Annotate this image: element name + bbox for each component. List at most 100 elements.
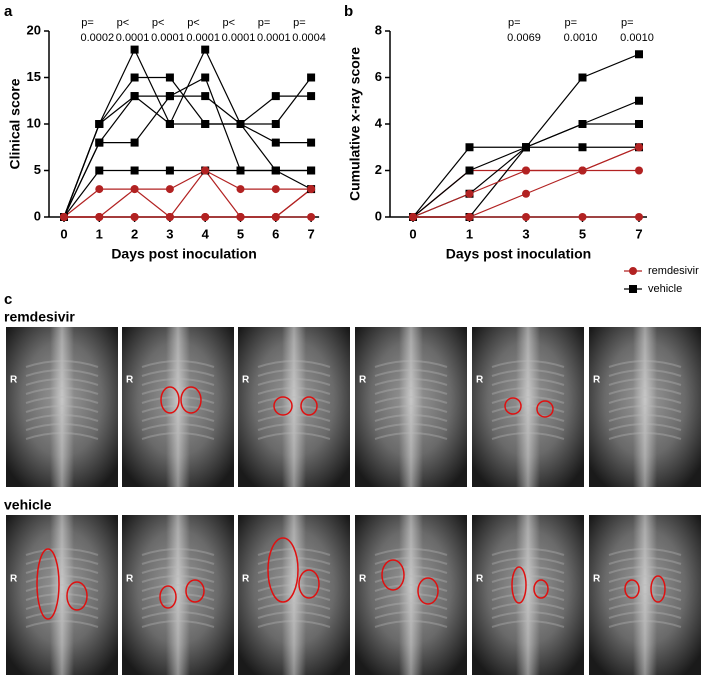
xray-rib	[491, 432, 565, 440]
xray-rib	[257, 432, 331, 440]
xray-rib	[257, 566, 331, 574]
marker	[236, 213, 245, 221]
xray-spine	[399, 327, 423, 487]
series-line	[63, 95, 312, 218]
marker	[635, 120, 643, 128]
marker	[307, 92, 316, 101]
lesion-circle	[511, 566, 527, 604]
xray-image: R	[122, 515, 234, 675]
marker	[635, 213, 643, 221]
xray-rib	[25, 387, 99, 395]
lesion-circle	[298, 569, 320, 599]
lesion-circle	[417, 577, 439, 605]
xray-spine	[282, 327, 306, 487]
marker	[236, 166, 245, 175]
xray-rib	[491, 360, 565, 368]
xray-rib	[25, 414, 99, 422]
xray-image: R	[589, 327, 701, 487]
xray-rib	[374, 432, 448, 440]
xray-rib	[141, 369, 215, 377]
xray-rib	[374, 611, 448, 619]
marker	[201, 73, 210, 82]
xray-rib	[608, 396, 682, 404]
xray-rib	[141, 548, 215, 556]
xray-rib	[141, 575, 215, 583]
x-tick-label: 1	[466, 226, 473, 241]
marker	[635, 50, 643, 59]
xray-rib	[141, 620, 215, 628]
side-marker: R	[359, 574, 367, 585]
xray-rib	[608, 414, 682, 422]
xray-rib	[25, 584, 99, 592]
marker	[130, 138, 139, 147]
xray-rib	[374, 369, 448, 377]
lesion-circle	[180, 386, 202, 414]
xray-rib	[608, 602, 682, 610]
x-tick-label: 2	[131, 226, 138, 241]
xray-rib	[608, 575, 682, 583]
series-line	[63, 76, 312, 218]
xray-rib	[25, 620, 99, 628]
series-line	[412, 146, 640, 218]
marker	[201, 120, 210, 128]
marker	[60, 213, 68, 221]
marker	[95, 213, 104, 221]
marker	[578, 120, 587, 128]
panel-letter: c	[4, 291, 12, 308]
lesion-circle	[533, 579, 549, 599]
xray-image: R	[238, 515, 350, 675]
side-marker: R	[10, 375, 18, 386]
xray-rib	[257, 414, 331, 422]
marker	[307, 185, 316, 194]
y-tick-label: 6	[375, 69, 382, 84]
panel-letter: a	[4, 3, 13, 20]
series-line	[63, 169, 312, 218]
xray-spine	[516, 327, 540, 487]
marker	[130, 185, 139, 194]
series-line	[64, 169, 312, 218]
marker	[307, 73, 316, 82]
marker	[165, 73, 174, 82]
x-tick-label: 3	[166, 226, 173, 241]
xray-rib	[141, 432, 215, 440]
side-marker: R	[242, 375, 250, 386]
xray-rib	[257, 423, 331, 431]
p-value: 0.0001	[116, 32, 150, 44]
lesion-circle	[504, 397, 522, 415]
xray-image: R	[122, 327, 234, 487]
marker	[465, 189, 474, 198]
marker	[522, 143, 530, 152]
x-tick-label: 1	[96, 226, 103, 241]
marker	[271, 120, 280, 128]
marker	[522, 189, 530, 198]
xray-rib	[141, 602, 215, 610]
y-tick-label: 2	[375, 162, 382, 177]
marker	[307, 138, 316, 147]
xray-rib	[257, 584, 331, 592]
xray-rib	[374, 405, 448, 413]
marker	[465, 166, 474, 175]
marker	[236, 120, 245, 128]
xray-rib	[608, 566, 682, 574]
side-marker: R	[359, 375, 367, 386]
side-marker: R	[242, 574, 250, 585]
p-value: 0.0001	[257, 32, 291, 44]
xray-rib	[608, 611, 682, 619]
x-tick-label: 7	[635, 226, 642, 241]
marker	[578, 213, 587, 221]
xray-rib	[141, 611, 215, 619]
xray-rib	[141, 566, 215, 574]
xray-rib	[257, 378, 331, 386]
xray-rib	[374, 378, 448, 386]
p-value: 0.0001	[222, 32, 256, 44]
xray-rib	[25, 602, 99, 610]
lesion-circle	[536, 400, 554, 418]
y-tick-label: 5	[34, 162, 41, 177]
xray-rib	[25, 548, 99, 556]
p-value: p=	[621, 17, 634, 29]
xray-rib	[491, 405, 565, 413]
marker	[95, 120, 104, 128]
marker	[578, 73, 587, 82]
marker	[271, 92, 280, 101]
xray-rib	[257, 575, 331, 583]
